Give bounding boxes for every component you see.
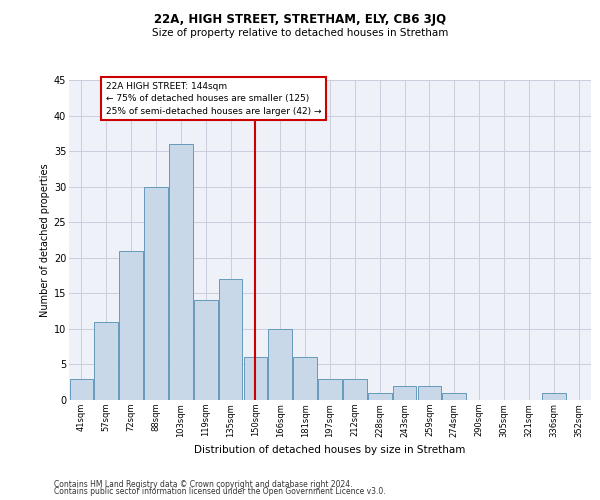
Bar — [368, 393, 392, 400]
Text: Contains public sector information licensed under the Open Government Licence v3: Contains public sector information licen… — [54, 488, 386, 496]
Y-axis label: Number of detached properties: Number of detached properties — [40, 163, 50, 317]
Bar — [70, 378, 93, 400]
Text: Contains HM Land Registry data © Crown copyright and database right 2024.: Contains HM Land Registry data © Crown c… — [54, 480, 353, 489]
Bar — [244, 358, 267, 400]
Text: 22A, HIGH STREET, STRETHAM, ELY, CB6 3JQ: 22A, HIGH STREET, STRETHAM, ELY, CB6 3JQ — [154, 12, 446, 26]
Bar — [542, 393, 566, 400]
Bar — [194, 300, 218, 400]
Bar — [343, 378, 367, 400]
Bar — [393, 386, 416, 400]
Bar — [442, 393, 466, 400]
Bar — [293, 358, 317, 400]
Bar — [169, 144, 193, 400]
Bar — [144, 186, 168, 400]
Bar — [268, 329, 292, 400]
Bar — [94, 322, 118, 400]
Bar — [418, 386, 441, 400]
Text: 22A HIGH STREET: 144sqm
← 75% of detached houses are smaller (125)
25% of semi-d: 22A HIGH STREET: 144sqm ← 75% of detache… — [106, 82, 321, 116]
Bar — [119, 250, 143, 400]
Bar — [318, 378, 342, 400]
Text: Size of property relative to detached houses in Stretham: Size of property relative to detached ho… — [152, 28, 448, 38]
X-axis label: Distribution of detached houses by size in Stretham: Distribution of detached houses by size … — [194, 445, 466, 455]
Bar — [219, 279, 242, 400]
